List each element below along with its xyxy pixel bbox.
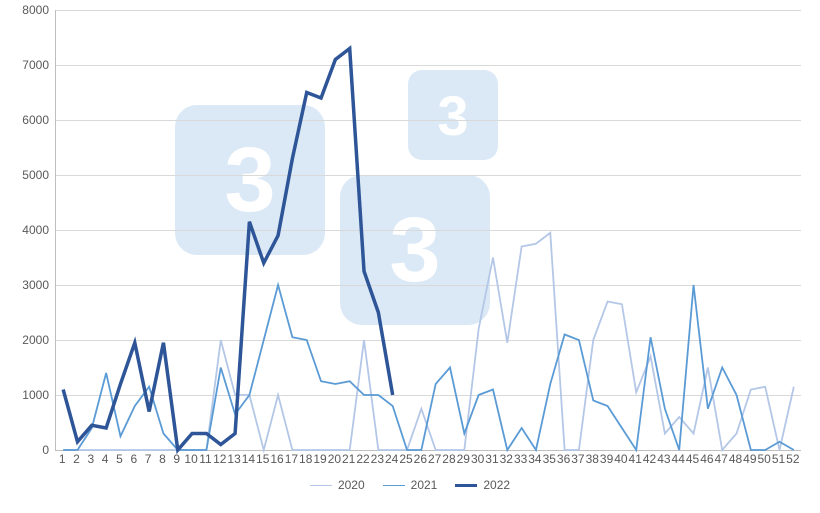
x-tick-label: 52 [786, 452, 799, 466]
x-tick-label: 30 [471, 452, 484, 466]
legend-item-2022: 2022 [455, 478, 510, 492]
x-tick-label: 18 [299, 452, 312, 466]
x-tick-label: 36 [557, 452, 570, 466]
x-tick-label: 25 [399, 452, 412, 466]
x-axis-labels: 1234567891011121314151617181920212223242… [55, 450, 800, 470]
x-tick-label: 39 [600, 452, 613, 466]
y-tick-label: 7000 [22, 58, 49, 72]
x-tick-label: 34 [528, 452, 541, 466]
x-tick-label: 13 [227, 452, 240, 466]
x-tick-label: 49 [743, 452, 756, 466]
x-tick-label: 42 [643, 452, 656, 466]
x-tick-label: 22 [356, 452, 369, 466]
legend-label: 2020 [338, 478, 365, 492]
x-tick-label: 41 [629, 452, 642, 466]
legend-label: 2021 [411, 478, 438, 492]
legend-item-2020: 2020 [310, 478, 365, 492]
x-tick-label: 9 [173, 452, 180, 466]
x-tick-label: 7 [145, 452, 152, 466]
y-tick-label: 1000 [22, 388, 49, 402]
legend-swatch [455, 484, 477, 487]
y-tick-label: 2000 [22, 333, 49, 347]
x-tick-label: 6 [130, 452, 137, 466]
x-tick-label: 38 [586, 452, 599, 466]
x-tick-label: 43 [657, 452, 670, 466]
x-tick-label: 1 [59, 452, 66, 466]
x-tick-label: 8 [159, 452, 166, 466]
x-tick-label: 35 [543, 452, 556, 466]
x-tick-label: 26 [414, 452, 427, 466]
x-tick-label: 28 [442, 452, 455, 466]
line-chart: 333 010002000300040005000600070008000 12… [0, 0, 820, 513]
y-tick-label: 4000 [22, 223, 49, 237]
legend: 2020 2021 2022 [0, 478, 820, 492]
legend-label: 2022 [483, 478, 510, 492]
y-tick-label: 8000 [22, 3, 49, 17]
x-tick-label: 15 [256, 452, 269, 466]
x-tick-label: 16 [270, 452, 283, 466]
x-tick-label: 23 [371, 452, 384, 466]
legend-swatch [383, 485, 405, 486]
x-tick-label: 40 [614, 452, 627, 466]
y-tick-label: 5000 [22, 168, 49, 182]
x-tick-label: 50 [757, 452, 770, 466]
x-tick-label: 51 [772, 452, 785, 466]
x-tick-label: 46 [700, 452, 713, 466]
x-tick-label: 11 [199, 452, 211, 466]
y-tick-label: 0 [42, 443, 49, 457]
x-tick-label: 44 [672, 452, 685, 466]
x-tick-label: 20 [328, 452, 341, 466]
x-tick-label: 32 [500, 452, 513, 466]
legend-swatch [310, 485, 332, 486]
x-tick-label: 45 [686, 452, 699, 466]
x-tick-label: 3 [87, 452, 94, 466]
x-tick-label: 27 [428, 452, 441, 466]
x-tick-label: 19 [313, 452, 326, 466]
x-tick-label: 47 [715, 452, 728, 466]
x-tick-label: 21 [342, 452, 355, 466]
x-tick-label: 12 [213, 452, 226, 466]
x-tick-label: 33 [514, 452, 527, 466]
x-tick-label: 4 [102, 452, 109, 466]
x-tick-label: 17 [285, 452, 298, 466]
x-tick-label: 37 [571, 452, 584, 466]
x-tick-label: 24 [385, 452, 398, 466]
x-tick-label: 29 [457, 452, 470, 466]
x-tick-label: 14 [242, 452, 255, 466]
legend-item-2021: 2021 [383, 478, 438, 492]
x-tick-label: 5 [116, 452, 123, 466]
series-lines [56, 10, 801, 450]
x-tick-label: 2 [73, 452, 80, 466]
plot-area [55, 10, 801, 451]
y-tick-label: 3000 [22, 278, 49, 292]
y-tick-label: 6000 [22, 113, 49, 127]
x-tick-label: 48 [729, 452, 742, 466]
x-tick-label: 31 [485, 452, 498, 466]
y-axis-labels: 0 1000 2000 3000 4000 5000 6000 7000 8000 [0, 0, 53, 513]
x-tick-label: 10 [184, 452, 197, 466]
